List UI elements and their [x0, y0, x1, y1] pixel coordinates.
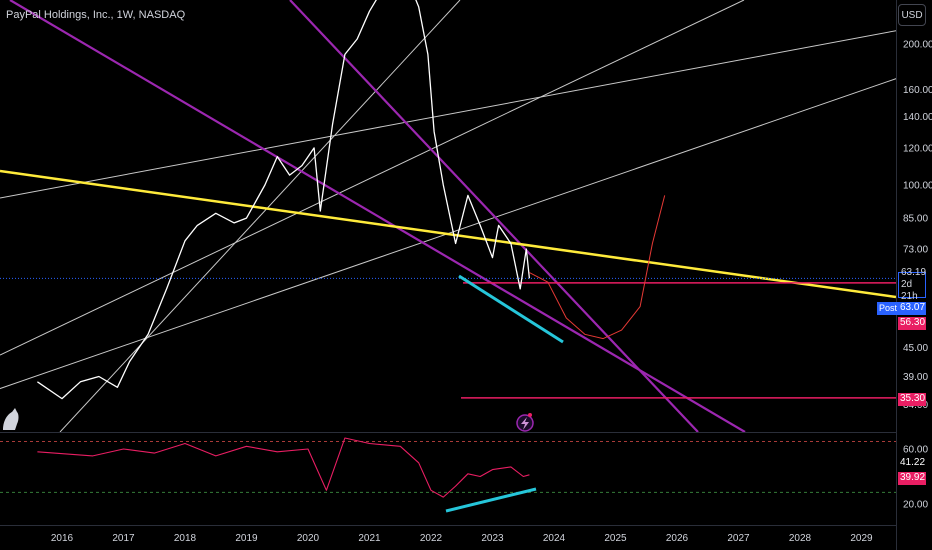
time-axis-tick-label: 2029 — [850, 533, 873, 544]
projection-curve — [529, 195, 666, 340]
time-axis-tick-label: 2020 — [297, 533, 320, 544]
price-pane — [0, 0, 896, 432]
time-axis-tick-label: 2027 — [727, 533, 750, 544]
last-price-tag: 63.19 2d 21h — [898, 267, 926, 302]
rsi-pane — [0, 437, 896, 513]
last-price-value: 63.19 — [901, 267, 927, 278]
rsi-value-tag: 41.22 — [898, 457, 926, 469]
event-dot-icon — [528, 413, 532, 417]
tradingview-dino-icon — [3, 408, 19, 430]
time-axis-tick-label: 2022 — [420, 533, 443, 544]
price-axis-tick-label: 39.00 — [903, 372, 928, 383]
cyan-trendline-price — [458, 274, 564, 344]
price-series-line — [37, 0, 531, 400]
time-axis-tick-label: 2025 — [604, 533, 627, 544]
price-axis-tick-label: 100.00 — [903, 181, 932, 192]
purple-trendline-2 — [9, 0, 746, 432]
price-axis-tick-label: 85.00 — [903, 214, 928, 225]
time-axis-tick-label: 2019 — [235, 533, 258, 544]
gray-trendline-2 — [0, 0, 745, 356]
price-axis-tick-label: 73.00 — [903, 245, 928, 256]
time-axis-tick-label: 2016 — [51, 533, 74, 544]
cyan-trendline-rsi — [445, 487, 537, 513]
post-market-price-tag: 63.07 — [898, 302, 926, 315]
price-axis-tick-label: 160.00 — [903, 85, 932, 96]
rsi-ma-tag: 39.92 — [898, 472, 926, 485]
yellow-trendline — [0, 169, 896, 299]
time-axis-tick-label: 2024 — [543, 533, 566, 544]
time-axis-tick-label: 2023 — [481, 533, 504, 544]
currency-button[interactable]: USD — [898, 4, 926, 26]
purple-trendline-1 — [289, 0, 699, 432]
time-axis-tick-label: 2017 — [112, 533, 135, 544]
support-level-tag-2: 35.30 — [898, 393, 926, 406]
chart-title: PayPal Holdings, Inc., 1W, NASDAQ — [6, 9, 186, 21]
gray-trendline-3 — [0, 78, 896, 390]
bar-countdown: 2d 21h — [901, 279, 918, 302]
support-level-tag-1: 56.30 — [898, 317, 926, 330]
post-market-label: Post — [877, 302, 900, 315]
time-axis-tick-label: 2026 — [666, 533, 689, 544]
rsi-axis-tick-label: 60.00 — [903, 445, 928, 456]
time-axis-tick-label: 2021 — [358, 533, 381, 544]
time-axis-tick-label: 2028 — [789, 533, 812, 544]
price-axis-tick-label: 45.00 — [903, 343, 928, 354]
lightning-bolt-glyph — [521, 417, 529, 430]
gray-trendline-4 — [59, 0, 461, 432]
rsi-axis-tick-label: 20.00 — [903, 500, 928, 511]
rsi-series-line — [37, 437, 530, 498]
price-axis-tick-label: 200.00 — [903, 40, 932, 51]
price-axis-tick-label: 120.00 — [903, 143, 932, 154]
gray-trendline-1 — [0, 30, 896, 199]
time-axis-tick-label: 2018 — [174, 533, 197, 544]
price-axis-tick-label: 140.00 — [903, 112, 932, 123]
